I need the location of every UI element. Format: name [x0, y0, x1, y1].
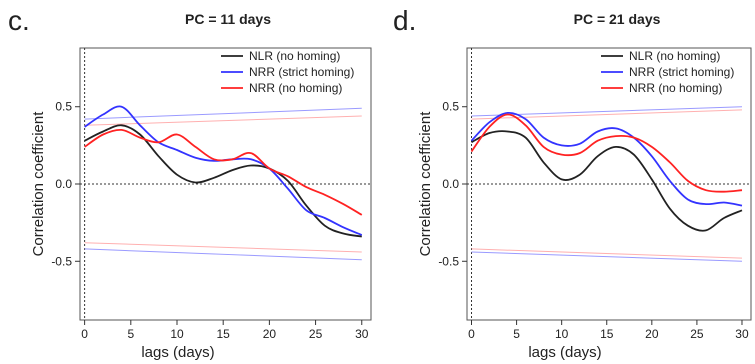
legend-label-d: NLR (no homing)	[629, 49, 720, 63]
significance-threshold-line-c	[84, 115, 362, 126]
x-tick-label-c: 0	[81, 327, 88, 341]
x-tick-label-d: 25	[690, 327, 704, 341]
series-line-nrr-no-homing-c	[84, 128, 363, 216]
x-tick-label-d: 10	[555, 327, 569, 341]
x-tick-label-d: 20	[645, 327, 659, 341]
y-tick-label-d: -0.5	[438, 254, 459, 268]
y-tick-label-c: 0.0	[55, 177, 72, 191]
significance-threshold-line-d	[471, 248, 743, 259]
x-tick-label-d: 0	[468, 327, 475, 341]
x-tick-label-c: 20	[263, 327, 277, 341]
x-tick-label-c: 30	[355, 327, 369, 341]
x-tick-label-d: 15	[600, 327, 614, 341]
plot-area-d: 0 5 10 15 20 25 30 -0.5 0.0 0.5 NLR (no homing) NRR…	[438, 47, 752, 341]
legend-label-d: NRR (strict homing)	[629, 65, 734, 79]
x-tick-label-d: 5	[513, 327, 520, 341]
series-line-nlr-no-homing-d	[471, 130, 743, 232]
y-tick-label-d: 0.0	[442, 177, 459, 191]
chart-title-c: PC = 11 days	[185, 11, 271, 27]
x-axis-label-d: lags (days)	[528, 344, 601, 361]
x-tick-label-c: 5	[127, 327, 134, 341]
chart-title-d: PC = 21 days	[574, 11, 661, 27]
x-tick-label-c: 15	[217, 327, 231, 341]
legend-label-c: NLR (no homing)	[249, 49, 340, 63]
panel-letter-c: c.	[8, 5, 30, 36]
series-line-nrr-strict-homing-d	[470, 111, 743, 207]
x-axis-label-c: lags (days)	[141, 344, 214, 361]
legend-label-c: NRR (strict homing)	[249, 65, 354, 79]
y-tick-label-c: 0.5	[55, 100, 72, 114]
significance-threshold-line-c	[84, 242, 362, 253]
x-tick-label-d: 30	[735, 327, 749, 341]
legend-label-c: NRR (no homing)	[249, 81, 342, 95]
y-axis-label-d: Correlation coefficient	[417, 111, 434, 257]
y-axis-label-c: Correlation coefficient	[30, 111, 47, 257]
series-line-nlr-no-homing-c	[84, 124, 362, 238]
x-tick-label-c: 25	[309, 327, 323, 341]
panel-d: d. PC = 21 days lags (days) Correlation …	[393, 5, 752, 361]
significance-threshold-line-d	[471, 251, 743, 262]
significance-threshold-line-c	[84, 248, 362, 261]
legend-label-d: NRR (no homing)	[629, 81, 722, 95]
plot-area-c: 0 5 10 15 20 25 30 -0.5 0.0 0.5 NLR (no homing) NRR…	[51, 47, 372, 341]
series-line-nrr-no-homing-d	[470, 113, 743, 193]
panel-letter-d: d.	[393, 5, 416, 36]
panel-c: c. PC = 11 days lags (days) Correlation …	[8, 5, 372, 361]
significance-threshold-line-c	[84, 107, 362, 120]
y-tick-label-c: -0.5	[51, 254, 72, 268]
y-tick-label-d: 0.5	[442, 100, 459, 114]
x-tick-label-c: 10	[170, 327, 184, 341]
